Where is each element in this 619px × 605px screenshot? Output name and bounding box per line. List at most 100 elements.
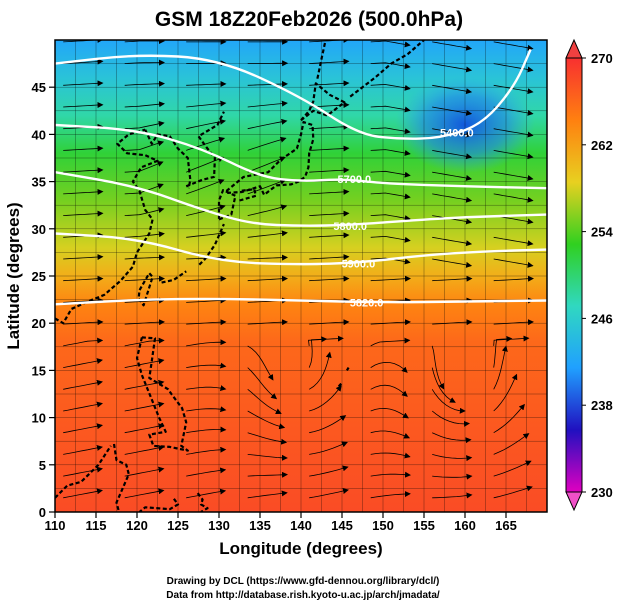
streamline: [309, 319, 350, 326]
coastline: [300, 82, 346, 122]
streamline: [63, 102, 104, 109]
y-tick-label: 25: [32, 269, 46, 284]
coastline: [198, 223, 225, 266]
streamline: [493, 403, 525, 434]
streamline: [309, 465, 349, 477]
streamline: [493, 84, 534, 95]
streamline: [431, 345, 445, 390]
streamline: [63, 275, 104, 282]
streamline: [431, 410, 470, 427]
streamline: [308, 335, 344, 346]
y-tick-label: 45: [32, 80, 46, 95]
streamline: [63, 379, 103, 390]
streamline: [63, 167, 104, 174]
y-tick-label: 20: [32, 316, 46, 331]
streamline: [247, 432, 288, 445]
streamline: [370, 275, 411, 282]
streamline: [63, 401, 103, 412]
x-axis-ticks: 110 115 120 125 130 135 140 145 150 155 160 165: [45, 512, 517, 533]
streamline: [124, 466, 165, 477]
contour-line: [55, 232, 547, 266]
y-tick-label: 40: [32, 127, 46, 142]
streamline: [431, 389, 466, 414]
streamline: [370, 491, 411, 499]
chart-title: GSM 18Z20Feb2026 (500.0hPa): [155, 8, 463, 31]
x-tick-label: 155: [413, 518, 435, 533]
streamline: [432, 106, 473, 116]
streamline: [186, 362, 227, 369]
streamline: [247, 454, 288, 461]
streamline: [63, 80, 104, 87]
streamline: [493, 63, 534, 73]
y-axis-ticks: 0 5 10 15 20 25 30 35 40 45: [32, 80, 55, 520]
streamline: [247, 230, 288, 238]
streamline: [493, 460, 532, 477]
y-axis-title: Latitude (degrees): [4, 202, 23, 349]
streamline: [370, 127, 411, 135]
streamline: [247, 156, 286, 173]
streamline: [308, 351, 332, 390]
streamline: [370, 235, 411, 243]
y-tick-label: 30: [32, 222, 46, 237]
contour-line: [55, 123, 547, 190]
streamline: [124, 358, 165, 368]
streamline: [493, 335, 513, 368]
streamline: [63, 319, 104, 326]
colorbar-body: [565, 57, 583, 493]
plot-area: 5400.0 5700.0 5800.0 5900.0 5820.0: [55, 40, 547, 512]
streamline: [432, 84, 473, 95]
streamline: [370, 430, 411, 439]
streamline: [247, 490, 288, 499]
streamline: [493, 150, 534, 160]
streamline: [186, 488, 227, 499]
streamline: [63, 145, 104, 152]
streamline: [63, 297, 104, 304]
colorbar-tick-label: 246: [591, 311, 613, 326]
streamline: [124, 254, 165, 261]
streamline: [493, 433, 530, 455]
streamline: [124, 444, 165, 455]
streamline: [309, 415, 347, 434]
colorbar-tick-label: 254: [591, 225, 613, 240]
streamline: [186, 406, 227, 413]
x-tick-label: 135: [249, 518, 271, 533]
colorbar-tick-label: 262: [591, 138, 613, 153]
x-tick-label: 145: [331, 518, 353, 533]
streamline: [370, 84, 411, 91]
streamline: [124, 379, 165, 390]
x-tick-label: 130: [208, 518, 230, 533]
streamline: [186, 100, 227, 108]
streamline: [186, 275, 227, 282]
height-contours: 5400.0 5700.0 5800.0 5900.0 5820.0: [55, 48, 547, 309]
colorbar-tick-label: 238: [591, 398, 613, 413]
streamline: [124, 423, 165, 434]
streamline: [63, 444, 103, 455]
streamline: [309, 488, 349, 499]
streamline: [432, 432, 472, 444]
x-tick-label: 125: [167, 518, 189, 533]
streamline: [186, 81, 227, 88]
streamline: [493, 258, 534, 268]
streamline: [186, 385, 227, 392]
streamline: [309, 145, 350, 152]
streamline: [493, 106, 534, 116]
grid-lines: [55, 40, 547, 512]
streamline: [63, 58, 104, 65]
streamline: [247, 254, 288, 261]
streamline: [309, 167, 350, 174]
coastline: [225, 120, 315, 196]
streamline: [309, 385, 342, 412]
coastline: [196, 492, 209, 512]
streamline: [432, 454, 473, 462]
streamline: [309, 188, 350, 195]
streamline: [247, 367, 278, 400]
x-tick-label: 160: [454, 518, 476, 533]
streamline: [370, 407, 409, 419]
x-tick-label: 115: [86, 518, 107, 533]
x-tick-label: 120: [126, 518, 148, 533]
streamline: [370, 214, 411, 222]
coastline: [112, 443, 130, 512]
contour-line: [55, 48, 532, 140]
streamline: [247, 81, 288, 88]
streamline: [124, 275, 165, 282]
